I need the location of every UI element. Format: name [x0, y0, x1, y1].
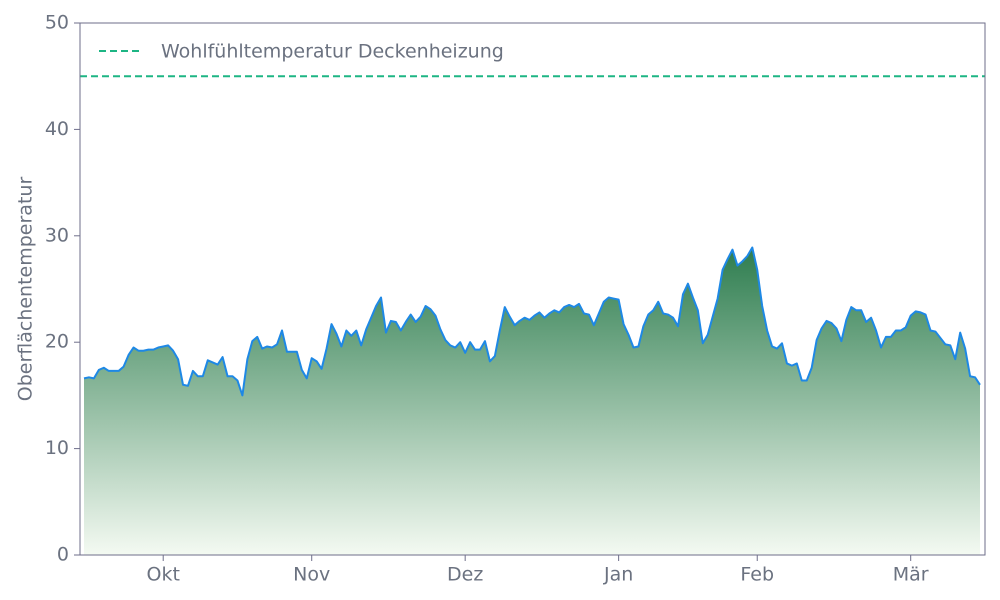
x-tick-label: Dez — [447, 564, 483, 586]
legend-label: Wohlfühltemperatur Deckenheizung — [161, 41, 504, 63]
y-axis-label: Oberflächentemperatur — [15, 177, 37, 402]
y-tick-label: 0 — [57, 544, 69, 566]
y-tick-label: 20 — [45, 331, 69, 353]
y-tick-label: 10 — [45, 437, 69, 459]
x-tick-label: Okt — [146, 564, 179, 586]
x-tick-label: Jan — [603, 564, 633, 586]
x-tick-label: Mär — [893, 564, 929, 586]
y-tick-label: 50 — [45, 12, 69, 34]
x-tick-label: Feb — [740, 564, 774, 586]
plot-frame — [79, 22, 986, 556]
y-tick-label: 30 — [45, 224, 69, 246]
y-tick-label: 40 — [45, 118, 69, 140]
temperature-line — [83, 246, 981, 397]
x-tick-label: Nov — [293, 564, 330, 586]
area-fill — [84, 247, 980, 555]
